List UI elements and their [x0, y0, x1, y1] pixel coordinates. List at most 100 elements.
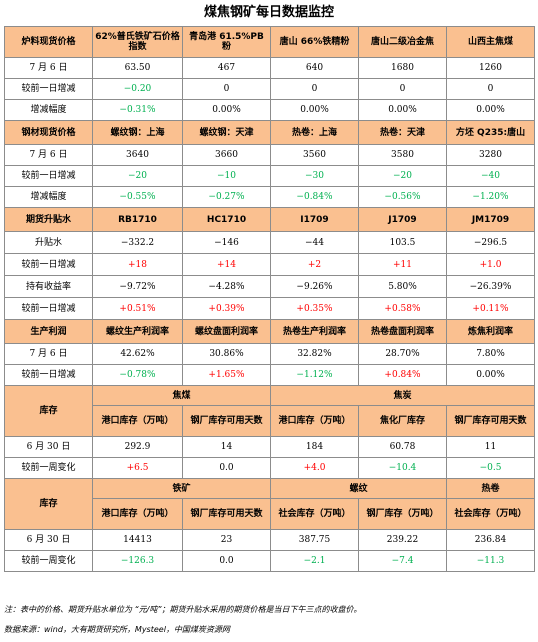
- s6-sub-col: 港口库存（万吨）: [92, 498, 183, 530]
- change-cell: +0.11%: [446, 297, 535, 320]
- value-cell: 23: [182, 529, 271, 551]
- change-cell: −0.5: [446, 457, 535, 479]
- s5-group-jiaotan: 焦炭: [270, 385, 535, 406]
- s1-header-label: 炉料现货价格: [4, 26, 93, 58]
- pct-cell: 0.00%: [358, 99, 447, 121]
- s4-header-row: 生产利润 螺纹生产利润率 螺纹盘面利润率 热卷生产利润率 热卷盘面利润率 炼焦利…: [4, 319, 535, 344]
- s6-group-luowen: 螺纹: [270, 478, 447, 499]
- value-cell: 184: [270, 436, 359, 458]
- s5-sub-col: 钢厂库存可用天数: [182, 405, 271, 437]
- value-cell: −146: [182, 231, 271, 254]
- change-cell: −10: [182, 165, 271, 187]
- s2-chg-row: 较前一日增减 −20 −10 −30 −20 −40: [4, 165, 535, 187]
- pct-cell: −0.56%: [358, 186, 447, 208]
- pct-cell: −0.55%: [92, 186, 183, 208]
- s6-label: 库存: [4, 478, 93, 530]
- s1-header-row: 炉料现货价格 62%普氏铁矿石价格指数 青岛港 61.5%PB粉 唐山 66%铁…: [4, 26, 535, 58]
- value-cell: 1680: [358, 57, 447, 79]
- s6-sub-col: 钢厂库存（万吨）: [358, 498, 447, 530]
- s2-header-col: 热卷：天津: [358, 120, 447, 145]
- value-cell: −332.2: [92, 231, 183, 254]
- s3-header-col: I1709: [270, 207, 359, 232]
- s4-value-row: 7 月 6 日 42.62% 30.86% 32.82% 28.70% 7.80…: [4, 343, 535, 365]
- value-cell: 63.50: [92, 57, 183, 79]
- value-cell: 640: [270, 57, 359, 79]
- row-label: 6 月 30 日: [4, 436, 93, 458]
- row-label: 较前一日增减: [4, 297, 93, 320]
- s1-header-col: 山西主焦煤: [446, 26, 535, 58]
- value-cell: −4.28%: [182, 275, 271, 298]
- change-cell: 0.00%: [446, 364, 535, 386]
- s3-yield-row: 持有收益率 −9.72% −4.28% −9.26% 5.80% −26.39%: [4, 275, 535, 298]
- value-cell: 14: [182, 436, 271, 458]
- s1-header-col: 青岛港 61.5%PB粉: [182, 26, 271, 58]
- row-label: 7 月 6 日: [4, 343, 93, 365]
- s4-header-label: 生产利润: [4, 319, 93, 344]
- value-cell: 5.80%: [358, 275, 447, 298]
- value-cell: 32.82%: [270, 343, 359, 365]
- s2-header-col: 热卷：上海: [270, 120, 359, 145]
- change-cell: −0.20: [92, 78, 183, 100]
- s2-header-col: 方坯 Q235:唐山: [446, 120, 535, 145]
- row-label: 增减幅度: [4, 186, 93, 208]
- change-cell: 0: [182, 78, 271, 100]
- change-cell: −20: [358, 165, 447, 187]
- pct-cell: −0.84%: [270, 186, 359, 208]
- pct-cell: −0.31%: [92, 99, 183, 121]
- row-label: 较前一日增减: [4, 78, 93, 100]
- s1-chg-row: 较前一日增减 −0.20 0 0 0 0: [4, 78, 535, 100]
- change-cell: −2.1: [270, 550, 359, 572]
- s6-chg-row: 较前一周变化 −126.3 0.0 −2.1 −7.4 −11.3: [4, 550, 535, 572]
- change-cell: −126.3: [92, 550, 183, 572]
- value-cell: 7.80%: [446, 343, 535, 365]
- change-cell: 0.0: [182, 457, 271, 479]
- change-cell: +0.35%: [270, 297, 359, 320]
- change-cell: −1.12%: [270, 364, 359, 386]
- change-cell: 0.0: [182, 550, 271, 572]
- row-label: 升贴水: [4, 231, 93, 254]
- change-cell: +0.39%: [182, 297, 271, 320]
- change-cell: +14: [182, 253, 271, 276]
- s6-sub-col: 社会库存（万吨）: [446, 498, 535, 530]
- change-cell: +4.0: [270, 457, 359, 479]
- s6-value-row: 6 月 30 日 14413 23 387.75 239.22 236.84: [4, 529, 535, 551]
- change-cell: 0: [358, 78, 447, 100]
- value-cell: 1260: [446, 57, 535, 79]
- value-cell: 292.9: [92, 436, 183, 458]
- s2-header-col: 螺纹钢：天津: [182, 120, 271, 145]
- change-cell: −0.78%: [92, 364, 183, 386]
- s2-header-col: 螺纹钢：上海: [92, 120, 183, 145]
- report-title: 煤焦钢矿每日数据监控: [203, 5, 334, 20]
- change-cell: +0.84%: [358, 364, 447, 386]
- change-cell: −30: [270, 165, 359, 187]
- change-cell: 0: [446, 78, 535, 100]
- s6-sub-col: 社会库存（万吨）: [270, 498, 359, 530]
- change-cell: −10.4: [358, 457, 447, 479]
- pct-cell: −1.20%: [446, 186, 535, 208]
- s1-pct-row: 增减幅度 −0.31% 0.00% 0.00% 0.00% 0.00%: [4, 99, 535, 121]
- s6-group-row: 库存 铁矿 螺纹 热卷: [4, 478, 535, 530]
- row-label: 较前一周变化: [4, 550, 93, 572]
- data-source: 数据来源：wind，大有期货研究所，Mysteel，中国煤炭资源网: [4, 625, 230, 634]
- s3-header-col: HC1710: [182, 207, 271, 232]
- value-cell: 103.5: [358, 231, 447, 254]
- s5-sub-col: 港口库存（万吨）: [270, 405, 359, 437]
- s3-header-col: RB1710: [92, 207, 183, 232]
- s5-sub-row: 港口库存（万吨） 钢厂库存可用天数 港口库存（万吨） 焦化厂库存 钢厂库存可用天…: [5, 405, 535, 437]
- change-cell: −7.4: [358, 550, 447, 572]
- s3-basis-chg-row: 较前一日增减 +18 +14 +2 +11 +1.0: [4, 253, 535, 276]
- s1-header-col: 62%普氏铁矿石价格指数: [92, 26, 183, 58]
- value-cell: 42.62%: [92, 343, 183, 365]
- s1-price-row: 7 月 6 日 63.50 467 640 1680 1260: [4, 57, 535, 79]
- s3-header-col: J1709: [358, 207, 447, 232]
- s1-header-col: 唐山 66%铁精粉: [270, 26, 359, 58]
- change-cell: −11.3: [446, 550, 535, 572]
- value-cell: 3560: [270, 144, 359, 166]
- monitor-table: 炉料现货价格 62%普氏铁矿石价格指数 青岛港 61.5%PB粉 唐山 66%铁…: [4, 26, 535, 572]
- change-cell: +11: [358, 253, 447, 276]
- s3-yield-chg-row: 较前一日增减 +0.51% +0.39% +0.35% +0.58% +0.11…: [4, 297, 535, 320]
- change-cell: −20: [92, 165, 183, 187]
- s3-header-col: JM1709: [446, 207, 535, 232]
- s2-header-label: 钢材现货价格: [4, 120, 93, 145]
- value-cell: 14413: [92, 529, 183, 551]
